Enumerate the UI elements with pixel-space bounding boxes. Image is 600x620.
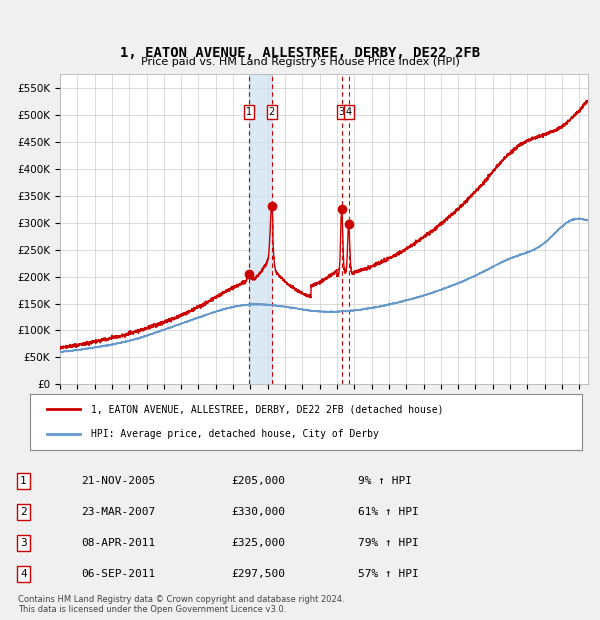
Text: 1, EATON AVENUE, ALLESTREE, DERBY, DE22 2FB (detached house): 1, EATON AVENUE, ALLESTREE, DERBY, DE22 … <box>91 404 443 414</box>
Text: 23-MAR-2007: 23-MAR-2007 <box>81 507 155 517</box>
Text: 3: 3 <box>20 538 27 548</box>
Text: 1, EATON AVENUE, ALLESTREE, DERBY, DE22 2FB: 1, EATON AVENUE, ALLESTREE, DERBY, DE22 … <box>120 46 480 60</box>
Text: 1: 1 <box>20 476 27 486</box>
Text: £205,000: £205,000 <box>231 476 285 486</box>
Text: 4: 4 <box>20 569 27 579</box>
Text: 4: 4 <box>346 107 352 117</box>
Text: 21-NOV-2005: 21-NOV-2005 <box>81 476 155 486</box>
Text: 3: 3 <box>338 107 345 117</box>
Text: 79% ↑ HPI: 79% ↑ HPI <box>358 538 418 548</box>
Text: 9% ↑ HPI: 9% ↑ HPI <box>358 476 412 486</box>
Text: 61% ↑ HPI: 61% ↑ HPI <box>358 507 418 517</box>
Text: £330,000: £330,000 <box>231 507 285 517</box>
Text: 08-APR-2011: 08-APR-2011 <box>81 538 155 548</box>
Text: 2: 2 <box>269 107 275 117</box>
Text: Contains HM Land Registry data © Crown copyright and database right 2024.
This d: Contains HM Land Registry data © Crown c… <box>18 595 344 614</box>
Text: 57% ↑ HPI: 57% ↑ HPI <box>358 569 418 579</box>
Text: 2: 2 <box>20 507 27 517</box>
Text: 1: 1 <box>245 107 251 117</box>
Text: HPI: Average price, detached house, City of Derby: HPI: Average price, detached house, City… <box>91 429 379 439</box>
Bar <box>248 74 272 384</box>
Text: Price paid vs. HM Land Registry's House Price Index (HPI): Price paid vs. HM Land Registry's House … <box>140 57 460 67</box>
Text: £297,500: £297,500 <box>231 569 285 579</box>
Text: 06-SEP-2011: 06-SEP-2011 <box>81 569 155 579</box>
Text: £325,000: £325,000 <box>231 538 285 548</box>
